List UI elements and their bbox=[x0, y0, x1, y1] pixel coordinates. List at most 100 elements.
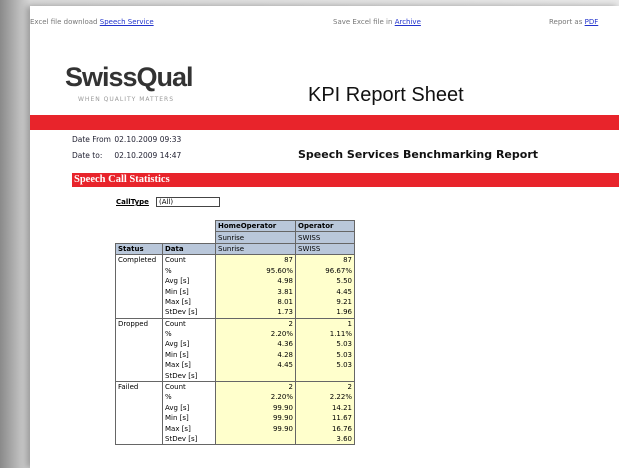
table-cell: Dropped bbox=[115, 317, 163, 382]
label: Save Excel file in bbox=[333, 18, 393, 26]
table-cell: 14.21 bbox=[295, 402, 355, 414]
date-to: Date to: 02.10.2009 14:47 bbox=[72, 151, 181, 160]
table-cell: 1 bbox=[295, 317, 355, 329]
table-cell: 4.36 bbox=[215, 339, 296, 350]
table-row: Completed Count 87 87 bbox=[115, 254, 355, 319]
table-cell: Data bbox=[162, 242, 216, 256]
table-cell: 5.03 bbox=[295, 360, 355, 371]
value: 02.10.2009 09:33 bbox=[114, 135, 182, 144]
toolbar-item: Save Excel file in Archive bbox=[333, 18, 421, 26]
stats-table: HomeOperator Operator Sunrise SWISS Status Da… bbox=[115, 219, 355, 446]
table-cell: Min [s] bbox=[162, 413, 216, 424]
table-cell: Min [s] bbox=[162, 349, 216, 361]
table-row: % 95.60% 96.67% bbox=[116, 265, 355, 276]
table-cell: Count bbox=[162, 254, 216, 266]
table-cell: 8.01 bbox=[215, 296, 296, 308]
label: Excel file download bbox=[30, 18, 98, 26]
table-row: Status Data Sunrise SWISS bbox=[115, 242, 355, 256]
red-band bbox=[30, 115, 619, 130]
table-cell: Operator bbox=[295, 219, 355, 233]
table-cell: 16.76 bbox=[295, 423, 355, 434]
link[interactable]: Speech Service bbox=[99, 18, 154, 26]
table-row: % 2.20% 1.11% bbox=[116, 328, 355, 340]
table-cell: 87 bbox=[295, 254, 355, 266]
link[interactable]: Archive bbox=[394, 18, 421, 26]
table-cell: Status bbox=[115, 242, 163, 256]
report-page: Excel file download Speech Service Save … bbox=[30, 6, 619, 468]
table-row: Max [s] 99.90 16.76 bbox=[116, 423, 355, 434]
table-cell: Completed bbox=[115, 254, 163, 319]
toolbar-item: Report as PDF bbox=[549, 18, 598, 26]
table-cell: HomeOperator bbox=[215, 219, 296, 233]
table-cell: % bbox=[162, 328, 216, 340]
table-cell: 1.96 bbox=[295, 307, 355, 319]
value: 02.10.2009 14:47 bbox=[114, 151, 182, 160]
table-cell: Sunrise bbox=[215, 242, 296, 256]
table-cell: 4.28 bbox=[215, 349, 296, 361]
table-row: Min [s] 4.28 5.03 bbox=[116, 349, 355, 361]
table-row: % 2.20% 2.22% bbox=[116, 392, 355, 403]
label: Date From bbox=[72, 135, 111, 144]
report-title: Speech Services Benchmarking Report bbox=[298, 148, 539, 161]
filter-label: CallType bbox=[116, 198, 149, 206]
table-cell: 2 bbox=[295, 380, 355, 393]
date-from: Date From 02.10.2009 09:33 bbox=[72, 135, 181, 144]
table-cell: 3.60 bbox=[295, 433, 355, 446]
logo: SwissQual bbox=[65, 62, 194, 92]
table-cell: 4.98 bbox=[215, 275, 296, 287]
table-cell: 99.90 bbox=[215, 423, 296, 434]
table-cell: 2.20% bbox=[215, 328, 296, 340]
table-cell: 96.67% bbox=[295, 265, 355, 276]
table-cell: 2.22% bbox=[295, 392, 355, 403]
filter: CallType (All) bbox=[116, 197, 220, 207]
table-cell: 4.45 bbox=[215, 360, 296, 371]
table-row: Avg [s] 99.90 14.21 bbox=[116, 402, 355, 414]
table-cell: 5.50 bbox=[295, 275, 355, 287]
table-cell bbox=[295, 370, 355, 382]
table-cell: Avg [s] bbox=[162, 402, 216, 414]
table-cell: 5.03 bbox=[295, 349, 355, 361]
table-cell: Sunrise bbox=[215, 231, 296, 244]
table-row: Failed Count 2 2 bbox=[115, 380, 355, 446]
table-cell: 1.11% bbox=[295, 328, 355, 340]
table-row: Avg [s] 4.98 5.50 bbox=[116, 275, 355, 287]
table-cell: Avg [s] bbox=[162, 339, 216, 350]
table-cell: 2.20% bbox=[215, 392, 296, 403]
tagline: WHEN QUALITY MATTERS bbox=[78, 96, 175, 103]
table-cell: 3.81 bbox=[215, 286, 296, 297]
table-cell: Count bbox=[162, 380, 216, 393]
table-row: HomeOperator Operator bbox=[115, 219, 355, 244]
table-cell: StDev [s] bbox=[162, 370, 216, 382]
table-row: Avg [s] 4.36 5.03 bbox=[116, 339, 355, 350]
table-row: StDev [s] 3.60 bbox=[116, 433, 355, 446]
table-cell: 2 bbox=[215, 380, 296, 393]
table-cell: SWISS bbox=[295, 231, 355, 244]
link[interactable]: PDF bbox=[584, 18, 599, 26]
table-cell: % bbox=[162, 265, 216, 276]
table-cell: Failed bbox=[115, 380, 163, 446]
table-cell: Avg [s] bbox=[162, 275, 216, 287]
toolbar-item: Excel file download Speech Service bbox=[30, 18, 154, 26]
table-cell: Max [s] bbox=[162, 296, 216, 308]
section-bar: Speech Call Statistics bbox=[72, 173, 619, 187]
table-cell: SWISS bbox=[295, 242, 355, 256]
table-cell: 99.90 bbox=[215, 402, 296, 414]
table-cell: 5.03 bbox=[295, 339, 355, 350]
table-cell: Count bbox=[162, 317, 216, 329]
table-cell: Min [s] bbox=[162, 286, 216, 297]
table-cell bbox=[115, 220, 216, 244]
table-cell: 4.45 bbox=[295, 286, 355, 297]
label: Date to: bbox=[72, 151, 103, 160]
table-row: Min [s] 99.90 11.67 bbox=[116, 413, 355, 424]
table-row: Max [s] 8.01 9.21 bbox=[116, 296, 355, 308]
table-cell: 2 bbox=[215, 317, 296, 329]
table-row: Dropped Count 2 1 bbox=[115, 317, 355, 382]
table-row: Min [s] 3.81 4.45 bbox=[116, 286, 355, 297]
table-cell: 9.21 bbox=[295, 296, 355, 308]
table-cell bbox=[215, 433, 296, 446]
section-title: Speech Call Statistics bbox=[74, 174, 170, 185]
filter-value[interactable]: (All) bbox=[156, 197, 220, 207]
table-cell: Max [s] bbox=[162, 423, 216, 434]
table-cell: 95.60% bbox=[215, 265, 296, 276]
